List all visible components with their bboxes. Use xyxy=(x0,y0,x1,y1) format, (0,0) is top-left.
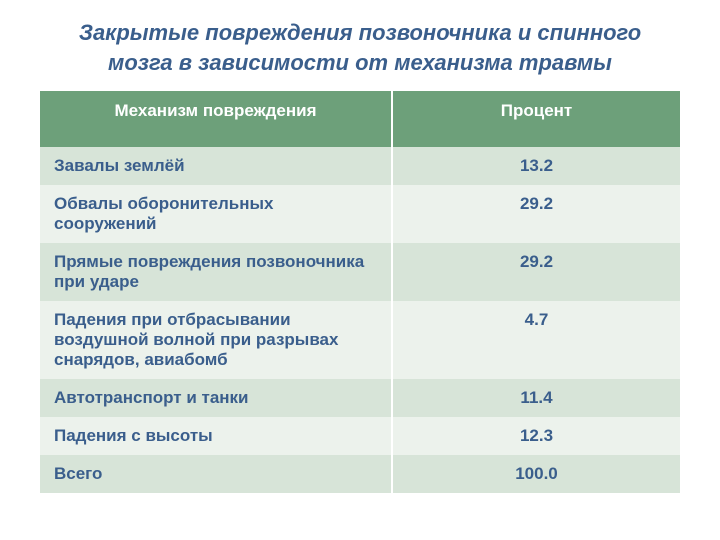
col-header-mechanism: Механизм повреждения xyxy=(40,91,392,147)
cell-mechanism: Падения при отбрасывании воздушной волно… xyxy=(40,301,392,379)
table-row: Всего 100.0 xyxy=(40,455,680,493)
page-title: Закрытые повреждения позвоночника и спин… xyxy=(40,18,680,77)
cell-mechanism: Обвалы оборонительных сооружений xyxy=(40,185,392,243)
slide-container: Закрытые повреждения позвоночника и спин… xyxy=(0,0,720,493)
cell-mechanism: Завалы землёй xyxy=(40,147,392,185)
table-row: Автотранспорт и танки 11.4 xyxy=(40,379,680,417)
cell-mechanism: Падения с высоты xyxy=(40,417,392,455)
cell-percent: 29.2 xyxy=(392,243,680,301)
table-row: Обвалы оборонительных сооружений 29.2 xyxy=(40,185,680,243)
table-row: Падения с высоты 12.3 xyxy=(40,417,680,455)
cell-percent: 29.2 xyxy=(392,185,680,243)
table-row: Завалы землёй 13.2 xyxy=(40,147,680,185)
table-row: Прямые повреждения позвоночника при удар… xyxy=(40,243,680,301)
cell-mechanism: Прямые повреждения позвоночника при удар… xyxy=(40,243,392,301)
cell-percent: 12.3 xyxy=(392,417,680,455)
table-body: Завалы землёй 13.2 Обвалы оборонительных… xyxy=(40,147,680,493)
cell-mechanism: Автотранспорт и танки xyxy=(40,379,392,417)
mechanism-table: Механизм повреждения Процент Завалы земл… xyxy=(40,91,680,493)
table-row: Падения при отбрасывании воздушной волно… xyxy=(40,301,680,379)
cell-percent: 4.7 xyxy=(392,301,680,379)
cell-percent: 100.0 xyxy=(392,455,680,493)
cell-percent: 13.2 xyxy=(392,147,680,185)
cell-mechanism: Всего xyxy=(40,455,392,493)
table-header-row: Механизм повреждения Процент xyxy=(40,91,680,147)
col-header-percent: Процент xyxy=(392,91,680,147)
cell-percent: 11.4 xyxy=(392,379,680,417)
